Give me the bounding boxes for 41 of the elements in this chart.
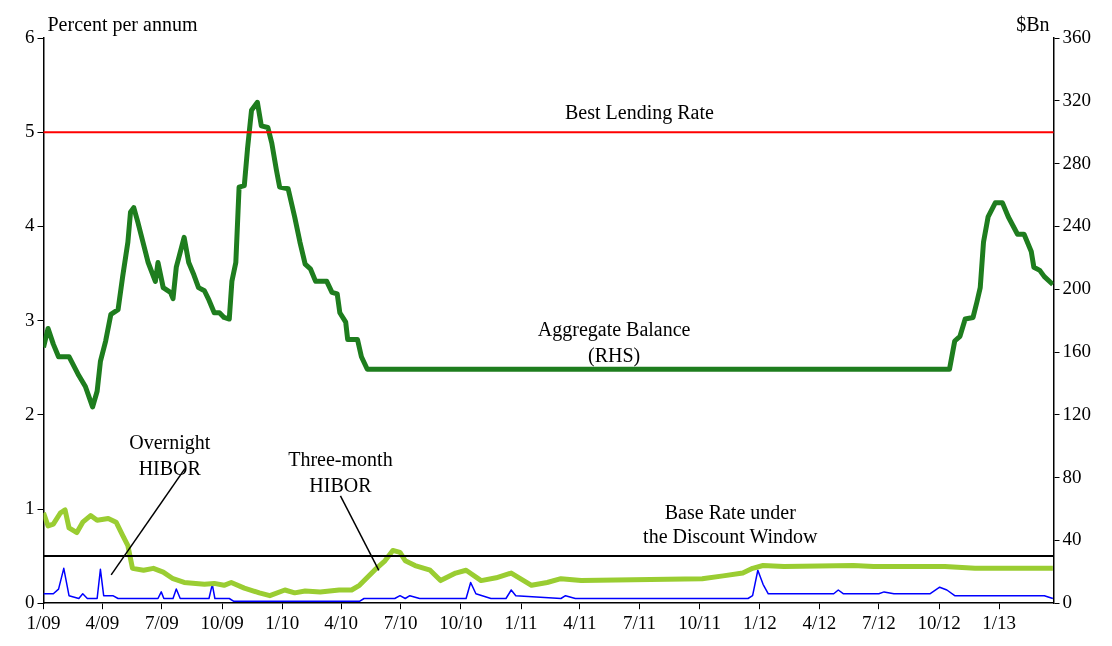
x-tick-label: 10/12: [917, 611, 961, 633]
x-tick-label: 1/11: [504, 611, 538, 633]
x-tick-label: 10/09: [200, 611, 244, 633]
y2-tick-label: 200: [1062, 277, 1091, 299]
y-tick-label: 3: [25, 308, 35, 330]
y-tick-label: 2: [25, 402, 35, 424]
x-tick-label: 7/12: [861, 611, 896, 633]
y2-tick-label: 280: [1062, 151, 1091, 173]
y-tick-label: 4: [25, 214, 35, 236]
y2-tick-label: 40: [1062, 528, 1082, 550]
y-tick-label: 0: [25, 591, 35, 613]
x-tick-label: 7/11: [622, 611, 656, 633]
y-tick-label: 5: [25, 120, 35, 142]
y2-tick-label: 320: [1062, 88, 1091, 110]
text: Three-month HIBOR: [288, 447, 393, 496]
y-tick-label: 1: [25, 496, 35, 518]
x-tick-label: 10/11: [678, 611, 721, 633]
text: Overnight HIBOR: [129, 430, 211, 479]
x-tick-label: 1/09: [26, 611, 61, 633]
y-tick-label: 6: [25, 25, 35, 47]
ref-line-label: Base Rate under the Discount Window: [643, 501, 819, 548]
y2-tick-label: 80: [1062, 465, 1082, 487]
series-label: Aggregate Balance (RHS): [537, 317, 691, 367]
y2-tick-label: 160: [1062, 339, 1091, 361]
y-axis-title: Percent per annum: [47, 13, 198, 37]
x-tick-label: 4/12: [802, 611, 837, 633]
y2-axis-title: $Bn: [1016, 13, 1050, 36]
x-tick-label: 7/09: [145, 611, 179, 633]
y2-tick-label: 120: [1062, 402, 1091, 424]
y2-tick-label: 0: [1062, 591, 1072, 613]
x-tick-label: 1/12: [742, 611, 777, 633]
ref-line-label: Best Lending Rate: [564, 101, 714, 125]
x-tick-label: 7/10: [383, 611, 418, 633]
y2-tick-label: 360: [1062, 25, 1091, 47]
y2-tick-label: 240: [1062, 214, 1091, 236]
x-tick-label: 1/10: [265, 611, 300, 633]
x-tick-label: 4/11: [563, 611, 597, 633]
x-tick-label: 4/09: [85, 611, 120, 633]
x-tick-label: 10/10: [439, 611, 483, 633]
x-tick-label: 1/13: [982, 611, 1017, 633]
x-tick-label: 4/10: [324, 611, 359, 633]
